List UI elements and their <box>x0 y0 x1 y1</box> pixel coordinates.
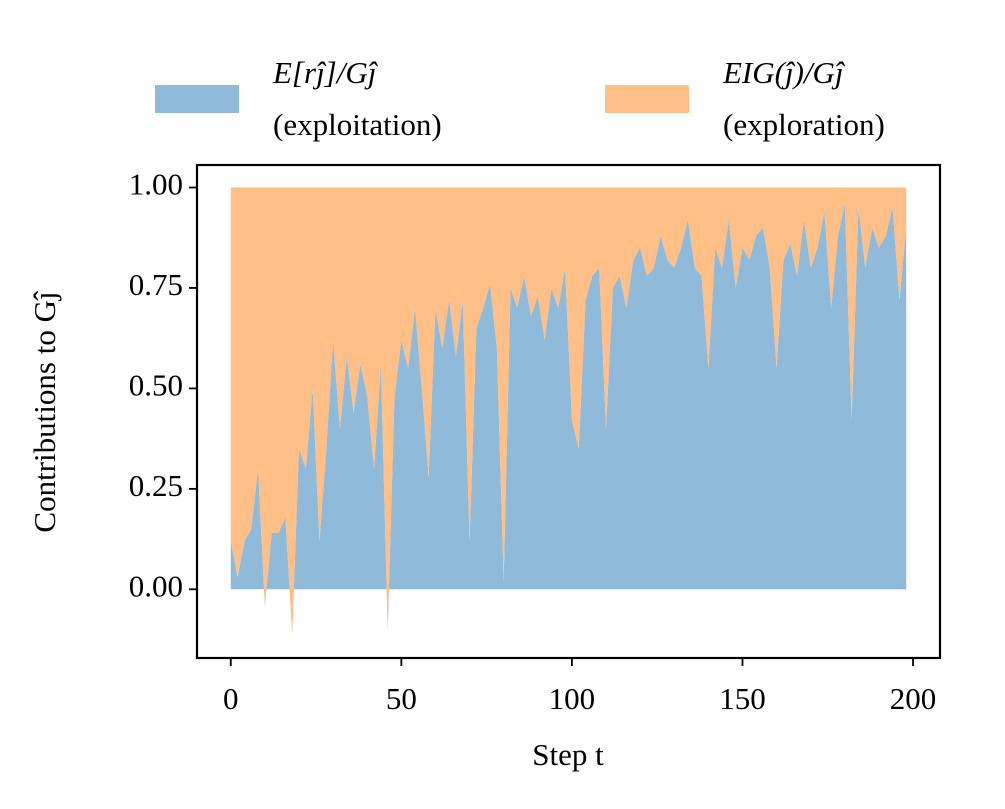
plot-frame <box>195 163 942 660</box>
legend-sublabel: (exploitation) <box>273 107 442 142</box>
y-tick-label: 0.00 <box>129 568 183 603</box>
y-tick-label: 0.25 <box>129 468 183 503</box>
x-tick-label: 100 <box>549 681 596 716</box>
area <box>230 187 907 634</box>
x-axis-label: Step t <box>532 737 604 772</box>
x-tick-label: 0 <box>223 681 239 716</box>
y-axis-label: Contributions to Gĵ <box>27 290 62 533</box>
legend-sublabel: (exploration) <box>723 107 885 142</box>
x-tick-label: 50 <box>386 681 417 716</box>
legend-label: E[rĵ]/Gĵ <box>272 55 379 90</box>
y-tick-label: 0.50 <box>129 368 183 403</box>
legend-label: EIG(ĵ)/Gĵ <box>722 55 846 90</box>
area <box>230 203 907 634</box>
y-tick-label: 0.75 <box>129 267 183 302</box>
y-tick-label: 1.00 <box>129 167 183 202</box>
x-tick-label: 150 <box>719 681 766 716</box>
legend-swatch <box>155 85 239 113</box>
x-tick-label: 200 <box>890 681 937 716</box>
legend-swatch <box>605 85 689 113</box>
